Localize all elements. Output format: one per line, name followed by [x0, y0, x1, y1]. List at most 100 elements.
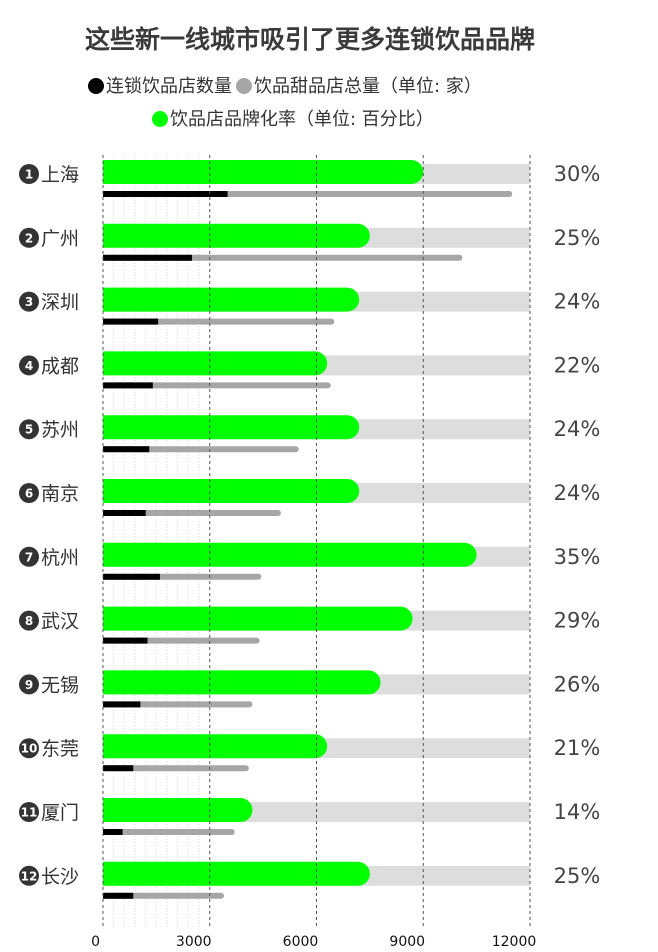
bar-total-stores — [103, 382, 331, 389]
rank-badge-number: 10 — [21, 742, 38, 756]
rank-badge-number: 4 — [25, 359, 33, 373]
city-label: 东莞 — [41, 738, 79, 760]
city-row-成都: 4 成都 22% — [19, 351, 601, 389]
percent-label: 14% — [554, 800, 601, 824]
city-row-苏州: 5 苏州 24% — [19, 415, 601, 453]
legend-marker-2 — [152, 111, 168, 127]
bar-chain-stores — [103, 892, 134, 899]
rank-badge — [19, 738, 39, 759]
city-label: 无锡 — [41, 674, 79, 696]
city-label: 南京 — [41, 483, 79, 505]
city-row-厦门: 11 厦门 14% — [19, 798, 600, 835]
bar-total-stores — [103, 254, 463, 261]
city-row-长沙: 12 长沙 25% — [19, 861, 601, 899]
percent-label: 21% — [554, 736, 601, 760]
x-tick-label: 9000 — [389, 934, 425, 950]
x-tick-label: 0 — [91, 934, 100, 950]
city-row-武汉: 8 武汉 29% — [19, 606, 601, 644]
bar-total-stores — [103, 765, 249, 772]
bar-brand-rate — [103, 606, 413, 631]
bar-brand-rate — [103, 287, 360, 312]
rank-badge-number: 6 — [25, 487, 33, 501]
rank-badge-number: 2 — [25, 231, 33, 245]
rank-badge — [19, 227, 39, 248]
percent-label: 35% — [554, 545, 601, 569]
bar-total-stores — [103, 318, 335, 325]
x-tick-label: 3000 — [176, 934, 212, 950]
bar-brand-rate — [103, 542, 477, 567]
city-label: 上海 — [41, 164, 79, 186]
percent-label: 26% — [554, 672, 601, 696]
x-tick-label: 12000 — [492, 934, 537, 950]
bar-brand-rate — [103, 160, 424, 184]
bar-chain-stores — [103, 510, 146, 516]
city-label: 杭州 — [41, 547, 79, 569]
rank-badge-number: 1 — [25, 168, 33, 182]
legend-label-0: 连锁饮品店数量 — [106, 76, 232, 97]
major-gridlines — [102, 155, 531, 928]
rank-badge — [19, 802, 39, 822]
bar-chain-stores — [103, 446, 150, 453]
percent-label: 24% — [554, 290, 601, 314]
rank-badge — [19, 610, 39, 631]
bar-brand-rate — [103, 798, 253, 822]
rank-badge — [19, 546, 39, 567]
bar-brand-rate — [103, 351, 328, 376]
city-row-东莞: 10 东莞 21% — [19, 734, 601, 772]
city-row-南京: 6 南京 24% — [19, 479, 600, 516]
bar-chain-stores — [103, 637, 148, 644]
city-row-广州: 2 广州 25% — [19, 223, 601, 261]
city-label: 深圳 — [41, 292, 79, 314]
rank-badge-number: 7 — [25, 550, 33, 564]
rank-badge — [19, 355, 39, 376]
city-row-深圳: 3 深圳 24% — [19, 287, 601, 325]
city-label: 厦门 — [41, 802, 79, 824]
rank-badge — [19, 865, 39, 886]
bar-chain-stores — [103, 829, 123, 835]
city-label: 苏州 — [41, 419, 79, 441]
bar-brand-rate — [103, 670, 381, 695]
bar-rows: 1 上海 30% 2 广州 25% 3 深圳 24% 4 成都 22% 5 苏州 24% 6 南京 24% 7 杭州 3… — [19, 160, 600, 899]
legend-marker-1 — [236, 78, 252, 94]
bar-chain-stores — [103, 573, 160, 580]
bar-chain-stores — [103, 254, 192, 261]
bar-brand-rate — [103, 415, 360, 440]
rank-badge-number: 9 — [25, 678, 33, 692]
city-row-上海: 1 上海 30% — [19, 160, 600, 197]
legend-marker-0 — [88, 78, 104, 94]
bar-chain-stores — [103, 701, 141, 708]
bar-brand-rate — [103, 734, 328, 759]
city-label: 长沙 — [41, 866, 79, 888]
percent-label: 25% — [554, 226, 601, 250]
rank-badge-number: 3 — [25, 295, 33, 309]
legend-label-1: 饮品甜品店总量（单位: 家） — [254, 76, 482, 97]
rank-badge-number: 8 — [25, 614, 33, 628]
bar-chain-stores — [103, 191, 228, 197]
percent-label: 24% — [554, 481, 601, 505]
x-axis-ticks: 0 3000 6000 9000 12000 — [91, 934, 536, 950]
percent-label: 25% — [554, 864, 601, 888]
bar-brand-rate — [103, 861, 370, 886]
rank-badge-number: 11 — [21, 806, 38, 820]
city-label: 成都 — [41, 355, 79, 377]
percent-label: 22% — [554, 353, 601, 377]
bar-total-stores — [103, 510, 281, 516]
city-label: 广州 — [41, 228, 79, 250]
percent-label: 30% — [554, 162, 601, 186]
rank-badge — [19, 483, 39, 503]
bar-total-stores — [103, 829, 235, 835]
percent-label: 24% — [554, 417, 601, 441]
rank-badge — [19, 419, 39, 440]
x-tick-label: 6000 — [283, 934, 319, 950]
rank-badge — [19, 164, 39, 184]
percent-label: 29% — [554, 609, 601, 633]
bar-chain-stores — [103, 382, 153, 389]
legend-label-2: 饮品店品牌化率（单位: 百分比） — [170, 109, 434, 130]
bar-chain-stores — [103, 765, 134, 772]
rank-badge — [19, 674, 39, 695]
legend: 连锁饮品店数量 饮品甜品店总量（单位: 家） 饮品店品牌化率（单位: 百分比） — [88, 76, 482, 130]
bar-total-stores — [103, 446, 299, 453]
chart-title: 这些新一线城市吸引了更多连锁饮品品牌 — [85, 25, 535, 54]
city-row-杭州: 7 杭州 35% — [19, 542, 601, 580]
